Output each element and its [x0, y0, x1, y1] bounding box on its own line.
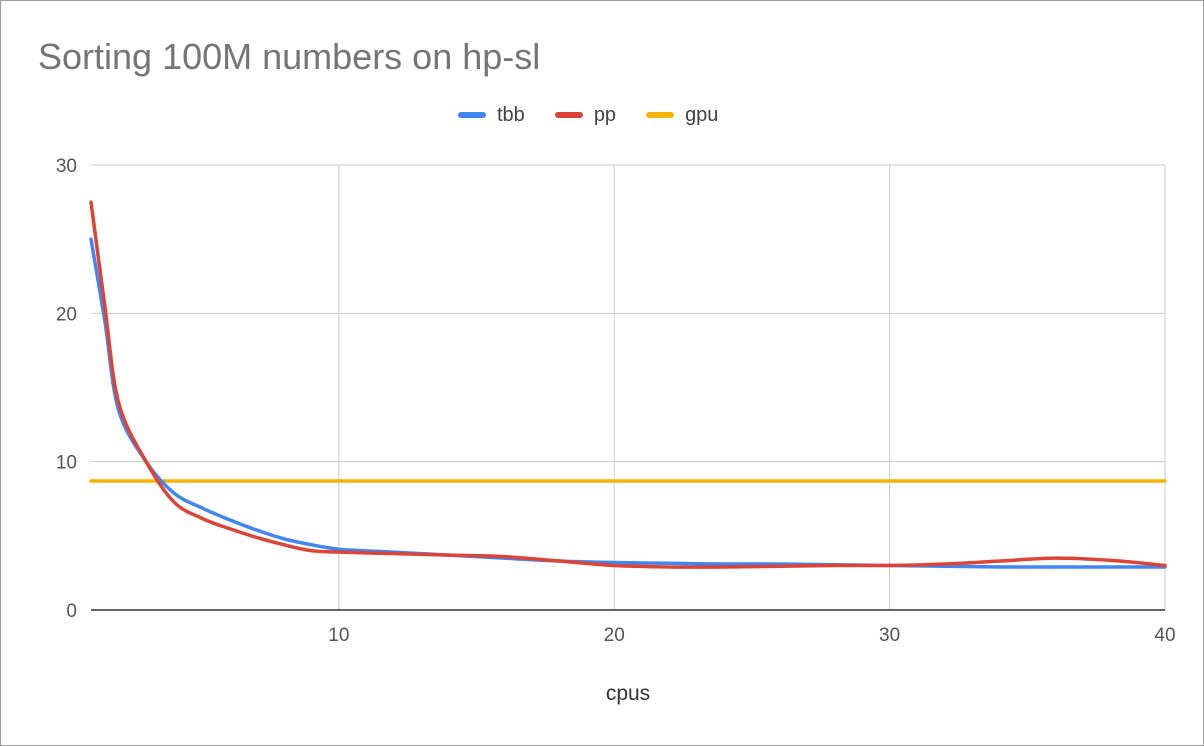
y-tick-label: 30: [56, 156, 77, 177]
y-tick-label: 10: [56, 453, 77, 474]
legend-label-gpu: gpu: [685, 103, 719, 126]
legend-swatch-pp: [554, 112, 583, 118]
x-tick-label: 30: [879, 625, 900, 646]
y-tick-label: 20: [56, 304, 77, 325]
series-layer: [89, 200, 1167, 569]
legend-label-tbb: tbb: [497, 103, 525, 126]
legend: tbb pp gpu: [458, 103, 748, 127]
x-tick-label: 10: [328, 625, 349, 646]
legend-item-gpu: gpu: [646, 104, 718, 127]
y-tick-label: 0: [66, 601, 77, 622]
chart-title: Sorting 100M numbers on hp-sl: [38, 36, 541, 77]
legend-item-tbb: tbb: [458, 104, 525, 127]
x-axis-title: cpus: [606, 682, 650, 705]
legend-swatch-tbb: [458, 112, 486, 118]
series-line-pp: [89, 200, 1167, 569]
axis-layer: 0 10 20 30 10 20 30 40: [56, 156, 1176, 646]
legend-label-pp: pp: [593, 103, 617, 126]
x-tick-label: 40: [1154, 625, 1175, 646]
legend-item-pp: pp: [554, 103, 617, 127]
grid-layer: [91, 164, 1166, 610]
legend-swatch-gpu: [646, 112, 675, 118]
x-tick-label: 20: [604, 625, 625, 646]
series-line-tbb: [89, 237, 1167, 569]
